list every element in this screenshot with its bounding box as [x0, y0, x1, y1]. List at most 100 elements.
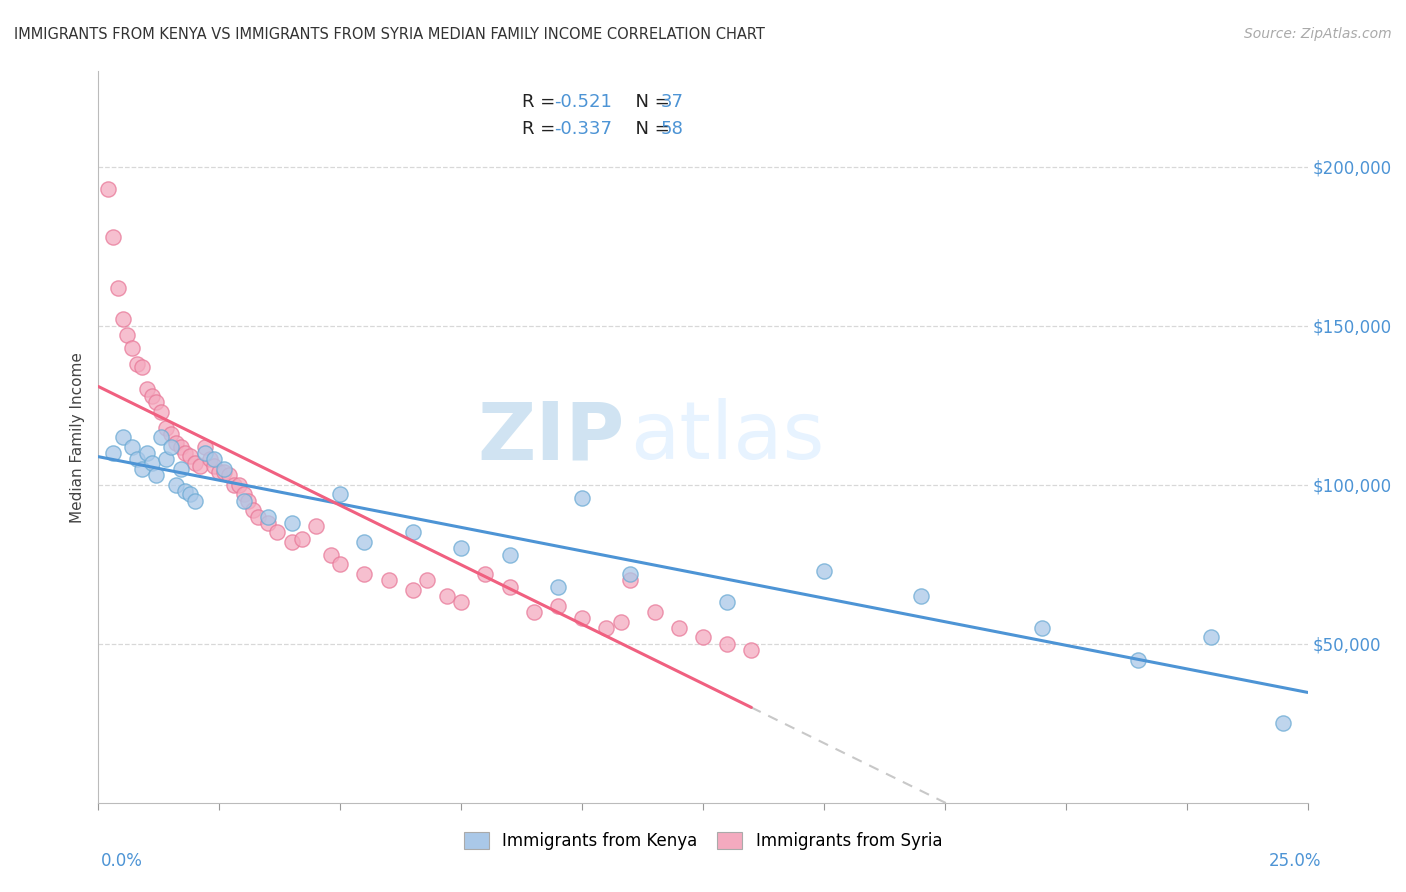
- Point: [498, 548, 520, 562]
- Text: -0.337: -0.337: [554, 120, 612, 138]
- Point: [194, 446, 217, 460]
- Point: [416, 573, 439, 587]
- Point: [450, 541, 472, 556]
- Point: [204, 452, 226, 467]
- Point: [212, 465, 235, 479]
- Point: [1031, 621, 1053, 635]
- Text: 0.0%: 0.0%: [101, 852, 143, 870]
- Point: [127, 452, 149, 467]
- Y-axis label: Median Family Income: Median Family Income: [70, 351, 86, 523]
- Point: [232, 487, 254, 501]
- Text: IMMIGRANTS FROM KENYA VS IMMIGRANTS FROM SYRIA MEDIAN FAMILY INCOME CORRELATION : IMMIGRANTS FROM KENYA VS IMMIGRANTS FROM…: [14, 27, 765, 42]
- Text: 25.0%: 25.0%: [1270, 852, 1322, 870]
- Point: [135, 446, 157, 460]
- Point: [169, 462, 191, 476]
- Text: 58: 58: [661, 120, 683, 138]
- Point: [212, 462, 235, 476]
- Point: [242, 503, 264, 517]
- Point: [179, 487, 201, 501]
- Point: [160, 426, 183, 441]
- Point: [353, 535, 375, 549]
- Point: [232, 493, 254, 508]
- Point: [169, 440, 191, 454]
- Point: [353, 566, 375, 581]
- Point: [377, 573, 399, 587]
- Point: [184, 456, 207, 470]
- Point: [107, 280, 129, 294]
- Point: [547, 599, 569, 613]
- Point: [266, 525, 288, 540]
- Point: [218, 468, 240, 483]
- Point: [222, 477, 245, 491]
- Point: [208, 465, 231, 479]
- Point: [571, 611, 593, 625]
- Point: [450, 595, 472, 609]
- Point: [194, 440, 217, 454]
- Point: [281, 535, 304, 549]
- Point: [204, 458, 226, 473]
- Point: [1128, 653, 1150, 667]
- Point: [155, 420, 177, 434]
- Text: -0.521: -0.521: [554, 93, 612, 112]
- Point: [256, 516, 278, 530]
- Point: [150, 430, 173, 444]
- Point: [523, 605, 546, 619]
- Point: [910, 589, 932, 603]
- Text: N =: N =: [624, 93, 676, 112]
- Point: [228, 477, 250, 491]
- Point: [619, 573, 641, 587]
- Point: [329, 487, 352, 501]
- Point: [644, 605, 666, 619]
- Point: [436, 589, 458, 603]
- Point: [160, 440, 183, 454]
- Point: [474, 566, 496, 581]
- Point: [402, 525, 425, 540]
- Point: [117, 328, 139, 343]
- Point: [1272, 716, 1295, 731]
- Text: R =: R =: [522, 120, 561, 138]
- Point: [141, 456, 163, 470]
- Point: [290, 532, 312, 546]
- Point: [619, 566, 641, 581]
- Point: [595, 621, 617, 635]
- Point: [97, 182, 120, 196]
- Point: [127, 357, 149, 371]
- Point: [238, 493, 260, 508]
- Point: [111, 312, 134, 326]
- Point: [668, 621, 690, 635]
- Point: [145, 395, 167, 409]
- Point: [141, 389, 163, 403]
- Text: ZIP: ZIP: [477, 398, 624, 476]
- Point: [111, 430, 134, 444]
- Text: atlas: atlas: [630, 398, 825, 476]
- Point: [319, 548, 342, 562]
- Point: [165, 477, 187, 491]
- Point: [179, 449, 201, 463]
- Point: [101, 446, 124, 460]
- Text: 37: 37: [661, 93, 683, 112]
- Point: [155, 452, 177, 467]
- Point: [716, 637, 738, 651]
- Point: [547, 580, 569, 594]
- Point: [101, 229, 124, 244]
- Point: [121, 440, 143, 454]
- Point: [121, 341, 143, 355]
- Point: [184, 493, 207, 508]
- Point: [165, 436, 187, 450]
- Point: [247, 509, 270, 524]
- Point: [498, 580, 520, 594]
- Point: [740, 643, 762, 657]
- Point: [610, 615, 633, 629]
- Point: [256, 509, 278, 524]
- Point: [813, 564, 835, 578]
- Point: [329, 558, 352, 572]
- Point: [188, 458, 211, 473]
- Point: [174, 446, 197, 460]
- Point: [402, 582, 425, 597]
- Point: [174, 484, 197, 499]
- Point: [571, 491, 593, 505]
- Text: N =: N =: [624, 120, 676, 138]
- Point: [198, 452, 221, 467]
- Point: [716, 595, 738, 609]
- Point: [1199, 631, 1222, 645]
